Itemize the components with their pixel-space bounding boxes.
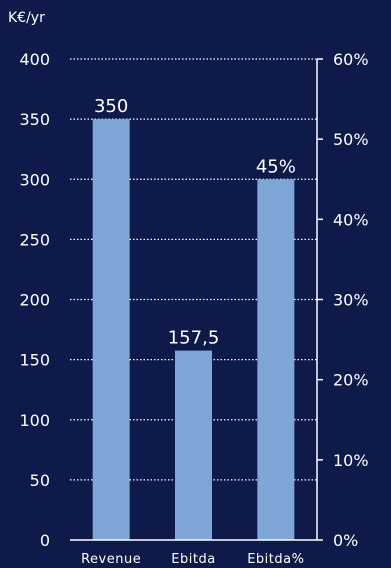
right-tick-label: 20% (333, 371, 369, 390)
right-tick-label: 30% (333, 291, 369, 310)
left-tick-label: 150 (19, 351, 50, 370)
bar (175, 350, 212, 540)
data-label: 350 (94, 96, 128, 117)
data-label: 45% (256, 156, 296, 177)
bar (257, 179, 295, 540)
right-tick-label: 0% (333, 531, 358, 550)
left-tick-label: 200 (19, 291, 50, 310)
bar (92, 119, 130, 540)
category-label: Ebitda (171, 552, 215, 567)
left-tick-label: 400 (19, 50, 50, 69)
right-tick-label: 60% (333, 50, 369, 69)
right-tick-label: 10% (333, 451, 369, 470)
category-label: Revenue (81, 552, 141, 567)
right-tick-label: 50% (333, 130, 369, 149)
data-label: 157,5 (168, 328, 220, 349)
left-tick-label: 250 (19, 230, 50, 249)
left-tick-label: 100 (19, 411, 50, 430)
left-tick-label: 50 (30, 471, 50, 490)
left-tick-label: 350 (19, 110, 50, 129)
left-tick-label: 300 (19, 170, 50, 189)
right-tick-label: 40% (333, 210, 369, 229)
category-label: Ebitda% (247, 552, 304, 567)
unit-label: K€/yr (8, 10, 45, 26)
left-tick-label: 0 (40, 531, 50, 550)
